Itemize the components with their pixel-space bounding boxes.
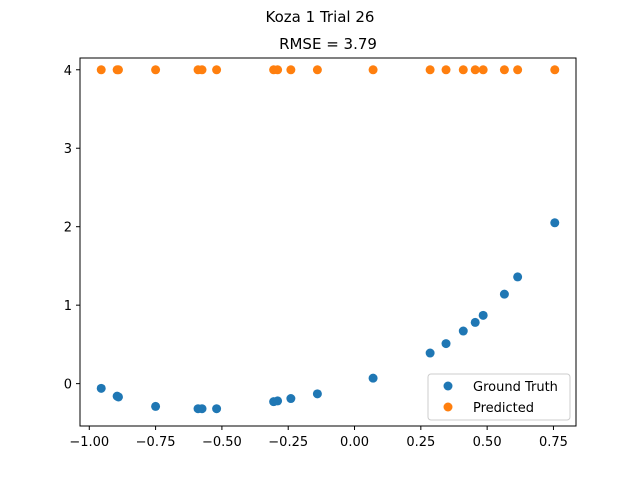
point-ground-truth xyxy=(513,272,523,282)
point-predicted xyxy=(499,65,509,75)
axes-frame xyxy=(79,57,577,427)
data-points xyxy=(96,65,560,414)
y-axis: 0 1 2 3 4 xyxy=(64,64,80,393)
point-ground-truth xyxy=(458,326,468,336)
y-tick-label: 3 xyxy=(64,142,72,157)
point-predicted xyxy=(478,65,488,75)
point-predicted xyxy=(197,65,207,75)
point-predicted xyxy=(441,65,451,75)
point-ground-truth xyxy=(441,339,451,349)
point-predicted xyxy=(151,65,161,75)
x-tick-label: 0.25 xyxy=(406,435,435,450)
point-ground-truth xyxy=(151,401,161,411)
x-tick-label: −0.75 xyxy=(136,435,176,450)
point-ground-truth xyxy=(273,396,283,406)
legend-marker-ground-truth xyxy=(443,381,453,391)
x-tick-label: 0.00 xyxy=(340,435,369,450)
point-ground-truth xyxy=(96,383,106,393)
point-ground-truth xyxy=(478,310,488,320)
point-predicted xyxy=(286,65,296,75)
point-ground-truth xyxy=(212,404,222,414)
point-ground-truth xyxy=(197,404,207,414)
x-axis: −1.00 −0.75 −0.50 −0.25 0.00 0.25 0.50 0.75 xyxy=(69,426,568,450)
point-predicted xyxy=(470,65,480,75)
x-tick-label: 0.50 xyxy=(473,435,502,450)
point-predicted xyxy=(96,65,106,75)
x-tick-label: −1.00 xyxy=(69,435,109,450)
legend-box xyxy=(427,373,571,421)
x-tick-label: −0.25 xyxy=(268,435,308,450)
legend: Ground Truth Predicted xyxy=(427,373,571,421)
point-predicted xyxy=(458,65,468,75)
point-ground-truth xyxy=(368,373,378,383)
x-tick-label: 0.75 xyxy=(539,435,568,450)
legend-marker-predicted xyxy=(443,402,453,412)
point-ground-truth xyxy=(425,348,435,358)
figure-suptitle: Koza 1 Trial 26 xyxy=(266,8,375,26)
point-ground-truth xyxy=(113,392,123,402)
x-tick-label: −0.50 xyxy=(202,435,242,450)
y-tick-label: 0 xyxy=(64,378,72,393)
point-ground-truth xyxy=(286,394,296,404)
legend-label-ground-truth: Ground Truth xyxy=(473,380,558,395)
point-ground-truth xyxy=(499,289,509,299)
y-tick-label: 4 xyxy=(64,64,72,79)
point-ground-truth xyxy=(312,389,322,399)
point-predicted xyxy=(425,65,435,75)
point-predicted xyxy=(368,65,378,75)
point-predicted xyxy=(113,65,123,75)
point-ground-truth xyxy=(470,317,480,327)
chart-title: RMSE = 3.79 xyxy=(279,35,377,53)
y-tick-label: 2 xyxy=(64,221,72,236)
legend-label-predicted: Predicted xyxy=(473,401,534,416)
point-predicted xyxy=(550,65,560,75)
y-tick-label: 1 xyxy=(64,299,72,314)
point-predicted xyxy=(212,65,222,75)
point-predicted xyxy=(513,65,523,75)
point-ground-truth xyxy=(550,218,560,228)
point-predicted xyxy=(312,65,322,75)
point-predicted xyxy=(273,65,283,75)
